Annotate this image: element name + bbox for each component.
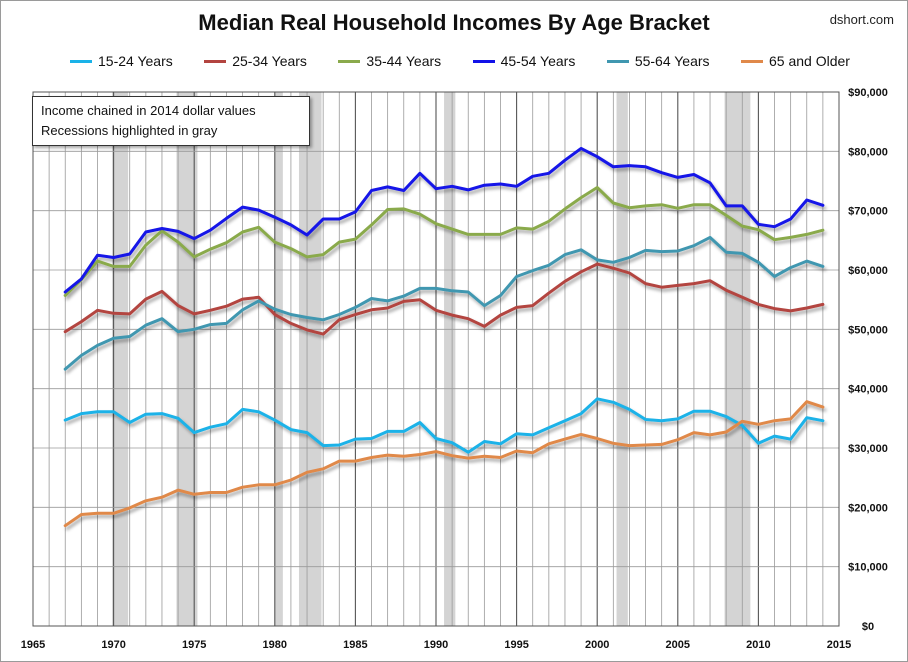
y-tick-label: $10,000 [848, 562, 888, 574]
y-tick-label: $90,000 [848, 87, 888, 99]
y-tick-label: $80,000 [848, 146, 888, 158]
x-tick-label: 1995 [504, 639, 528, 651]
annotation-box: Income chained in 2014 dollar values Rec… [32, 96, 310, 146]
legend-swatch [606, 59, 629, 63]
y-tick-label: $70,000 [848, 206, 888, 218]
legend-item-2: 35-44 Years [338, 53, 441, 69]
annotation-line-1: Income chained in 2014 dollar values [41, 103, 256, 118]
legend-swatch [741, 59, 764, 63]
x-tick-label: 1985 [343, 639, 367, 651]
legend-item-3: 45-54 Years [472, 53, 576, 69]
plot-border [32, 91, 840, 627]
legend-swatch [472, 59, 495, 63]
legend-item-1: 25-34 Years [204, 53, 307, 69]
series-lines [63, 146, 825, 528]
y-tick-label: $30,000 [848, 443, 888, 455]
legend-item-5: 65 and Older [741, 53, 850, 69]
y-axis-ticks: $0 $10,000 $20,000 $30,000 $40,000 $50,000 $60… [848, 87, 888, 633]
legend-label: 45-54 Years [500, 53, 576, 69]
series-line-4 [63, 235, 825, 371]
legend-item-0: 15-24 Years [70, 53, 173, 69]
series-line-5 [63, 400, 825, 528]
legend-label: 55-64 Years [634, 53, 710, 69]
x-tick-label: 1965 [21, 639, 45, 651]
recession-band-5 [616, 92, 628, 626]
legend-label: 35-44 Years [366, 53, 442, 69]
annotation-line-2: Recessions highlighted in gray [41, 123, 218, 138]
x-tick-label: 1975 [182, 639, 206, 651]
series-line-2 [63, 186, 825, 297]
chart-title: Median Real Household Incomes By Age Bra… [198, 10, 710, 35]
recession-band-4 [444, 92, 456, 626]
series-line-1 [63, 262, 825, 336]
x-tick-label: 1970 [101, 639, 125, 651]
series-line-3 [63, 146, 825, 294]
legend-label: 15-24 Years [98, 53, 173, 69]
source-watermark: dshort.com [829, 12, 894, 27]
x-tick-label: 1990 [424, 639, 448, 651]
x-tick-label: 2010 [746, 639, 770, 651]
y-tick-label: $60,000 [848, 265, 888, 277]
y-tick-label: $40,000 [848, 384, 888, 396]
legend-item-4: 55-64 Years [606, 53, 710, 69]
x-tick-label: 2000 [585, 639, 609, 651]
x-tick-label: 2015 [827, 639, 851, 651]
legend-swatch [204, 59, 227, 63]
legend-swatch [338, 59, 361, 63]
recession-band-3 [298, 92, 322, 626]
y-tick-label: $20,000 [848, 502, 888, 514]
chart-legend: 15-24 Years 25-34 Years 35-44 Years 45-54 Y… [70, 53, 850, 69]
legend-label: 25-34 Years [232, 53, 307, 69]
x-tick-label: 1980 [263, 639, 287, 651]
y-tick-label: $0 [862, 621, 874, 633]
y-tick-label: $50,000 [848, 324, 888, 336]
legend-swatch [70, 59, 92, 63]
x-axis-ticks: 1965 1970 1975 1980 1985 1990 1995 2000 2005 2010… [21, 639, 851, 651]
recession-band-0 [111, 92, 129, 626]
grid-lines [33, 92, 839, 626]
recession-band-2 [274, 92, 283, 626]
legend-label: 65 and Older [769, 53, 850, 69]
recession-band-6 [724, 92, 751, 626]
x-tick-label: 2005 [666, 639, 690, 651]
series-line-0 [63, 397, 825, 454]
